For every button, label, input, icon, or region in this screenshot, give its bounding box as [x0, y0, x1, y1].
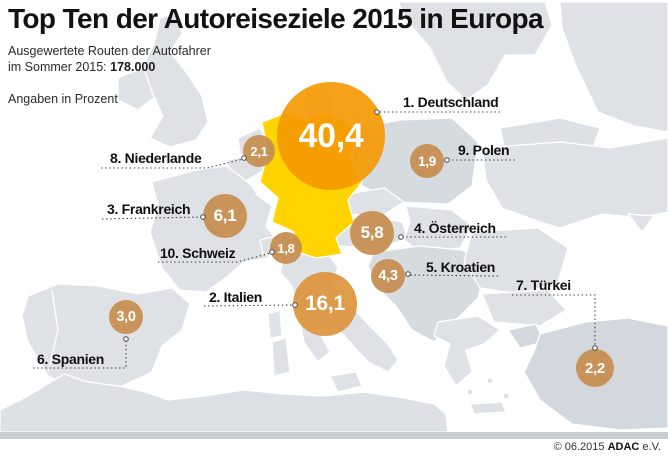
label-tuerkei: 7. Türkei	[516, 277, 571, 293]
page-title: Top Ten der Autoreiseziele 2015 in Europ…	[8, 3, 544, 34]
bubble-value-kroatien: 4,3	[378, 268, 398, 284]
bubble-value-oesterreich: 5,8	[360, 223, 384, 242]
copyright-suffix: e.V.	[639, 441, 661, 453]
bubble-value-tuerkei: 2,2	[585, 359, 605, 377]
unit-note: Angaben in Prozent	[8, 91, 118, 106]
subtitle-line2-prefix: im Sommer 2015:	[8, 59, 111, 74]
bubble-value-spanien: 3,0	[116, 309, 136, 325]
bubble-schweiz: 1,8	[270, 232, 302, 264]
bubble-polen: 1,9	[410, 144, 444, 178]
bubble-niederlande: 2,1	[243, 135, 275, 167]
sample-size-value: 178.000	[110, 59, 156, 74]
footer-bar	[0, 432, 668, 439]
copyright-prefix: © 06.2015	[553, 441, 608, 453]
bubble-value-deutschland: 40,4	[298, 116, 364, 155]
bubble-value-italien: 16,1	[305, 292, 345, 315]
label-kroatien: 5. Kroatien	[426, 259, 496, 275]
subtitle-line1: Ausgewertete Routen der Autofahrer	[8, 44, 211, 59]
bubble-frankreich: 6,1	[203, 194, 247, 238]
label-oesterreich: 4. Österreich	[414, 220, 496, 236]
header: Top Ten der Autoreiseziele 2015 in Europ…	[8, 3, 544, 106]
label-frankreich: 3. Frankreich	[107, 201, 191, 217]
bubble-deutschland: 40,4	[277, 82, 385, 190]
subtitle: Ausgewertete Routen der Autofahrer im So…	[8, 44, 543, 75]
bubble-value-niederlande: 2,1	[250, 143, 268, 159]
brand-name: ADAC	[607, 441, 640, 453]
bubble-value-polen: 1,9	[418, 153, 436, 169]
label-schweiz: 10. Schweiz	[160, 245, 236, 261]
label-deutschland: 1. Deutschland	[403, 94, 499, 110]
bubble-kroatien: 4,3	[371, 259, 405, 293]
label-italien: 2. Italien	[209, 289, 263, 305]
copyright: © 06.2015 ADAC e.V.	[554, 441, 661, 453]
label-niederlande: 8. Niederlande	[110, 150, 202, 166]
label-spanien: 6. Spanien	[37, 351, 105, 367]
bubble-oesterreich: 5,8	[350, 211, 394, 255]
bubble-tuerkei: 2,2	[576, 349, 614, 387]
label-polen: 9. Polen	[458, 142, 510, 158]
bubble-value-schweiz: 1,8	[277, 240, 295, 256]
bubble-value-frankreich: 6,1	[213, 206, 237, 225]
bubble-spanien: 3,0	[109, 300, 143, 334]
bubble-italien: 16,1	[293, 272, 357, 336]
